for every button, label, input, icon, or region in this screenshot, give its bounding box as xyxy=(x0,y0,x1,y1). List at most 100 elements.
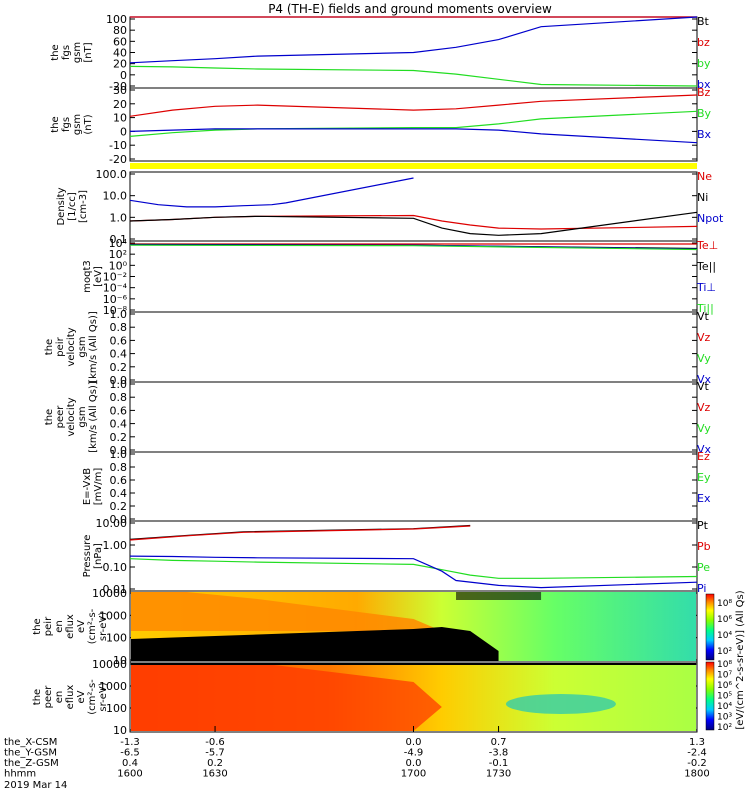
y-axis-label: [km/s (All Qs)] xyxy=(88,311,99,383)
x-tick-label: 0.0 xyxy=(406,758,422,769)
x-tick-label: 1630 xyxy=(202,769,227,780)
x-tick-label: -3.8 xyxy=(489,748,509,759)
y-tick-label: 0.2 xyxy=(110,431,128,444)
quality-flag-bar xyxy=(130,163,697,169)
y-axis-label: the xyxy=(50,116,61,132)
colorbar-tick-label: 10⁴ xyxy=(717,702,732,712)
x-tick-label: 1700 xyxy=(401,769,426,780)
y-tick-label: 10⁻² xyxy=(103,271,127,284)
y-axis-label: sr-eV) xyxy=(98,682,109,711)
y-axis-label: gsm xyxy=(72,42,83,63)
x-tick-label: 1800 xyxy=(684,769,709,780)
date-label: 2019 Mar 14 xyxy=(4,780,67,791)
legend-entry: Ey xyxy=(697,471,711,484)
colorbar-label: [eV/(cm^2-s-sr-eV)] (All Qs) xyxy=(735,590,746,729)
y-tick-label: 30 xyxy=(113,84,127,97)
legend-entry: Bx xyxy=(697,128,712,141)
x-tick-label: -5.7 xyxy=(205,748,225,759)
x-tick-label: 0.7 xyxy=(491,737,507,748)
panel-frame xyxy=(129,381,698,453)
legend-entry: Vx xyxy=(697,443,712,456)
x-axis-row-label: the_Y-GSM xyxy=(4,748,57,759)
series-line-Pi xyxy=(129,555,698,589)
colorbar-tick-label: 10⁸ xyxy=(717,599,732,609)
legend-entry: Npot xyxy=(697,212,724,225)
y-axis-label: en xyxy=(54,620,65,633)
y-tick-label: 0.8 xyxy=(110,461,128,474)
y-tick-label: 0.0 xyxy=(110,444,128,457)
y-tick-label: 60 xyxy=(113,35,127,48)
legend-entry: Bz xyxy=(697,86,711,99)
y-tick-label: 10.0 xyxy=(103,190,128,203)
y-tick-label: -10 xyxy=(109,139,127,152)
y-axis-label: (cm²-s- xyxy=(87,608,98,644)
x-tick-label: 1.3 xyxy=(689,737,705,748)
x-tick-label: -0.6 xyxy=(205,737,225,748)
x-tick-label: -0.2 xyxy=(687,758,707,769)
y-tick-label: 0.10 xyxy=(103,561,128,574)
y-tick-label: 1.0 xyxy=(110,308,128,321)
y-tick-label: 10000 xyxy=(92,587,127,600)
x-tick-label: -6.5 xyxy=(120,748,140,759)
x-tick-label: 0.2 xyxy=(207,758,223,769)
x-tick-label: 1730 xyxy=(486,769,511,780)
y-tick-label: 0.8 xyxy=(110,391,128,404)
colorbar-tick-label: 10² xyxy=(717,647,732,657)
y-tick-label: 0.8 xyxy=(110,321,128,334)
y-tick-label: 0.01 xyxy=(103,583,128,596)
y-axis-label: gsm xyxy=(77,406,88,427)
y-axis-label: [km/s (All Qs)] xyxy=(88,381,99,453)
colorbar-ion xyxy=(705,593,715,661)
y-tick-label: 10⁻⁸ xyxy=(103,304,128,317)
y-axis-label: gsm xyxy=(77,336,88,357)
legend-entry: Vy xyxy=(697,422,711,435)
panel-frame xyxy=(129,87,698,162)
panel-3: 100.0 10.0 1.0 0.1 Density [1/cc] [cm-3] Ne Ni Np… xyxy=(56,168,724,246)
y-tick-label: 0.0 xyxy=(110,374,128,387)
y-tick-label: 10.00 xyxy=(96,517,128,530)
y-tick-label: 1.0 xyxy=(110,378,128,391)
y-tick-label: 0 xyxy=(120,69,127,82)
y-tick-label: 0.1 xyxy=(110,233,128,246)
x-axis-row-label: hhmm xyxy=(4,769,36,780)
y-tick-label: 0 xyxy=(120,125,127,138)
y-axis-label: [eV] xyxy=(93,266,104,287)
colorbar-tick-label: 10⁴ xyxy=(717,631,732,641)
y-axis-label: peer xyxy=(43,685,54,709)
x-tick-label: 1600 xyxy=(117,769,142,780)
series-line-Pe xyxy=(129,558,698,579)
y-tick-label: 100.0 xyxy=(96,168,128,181)
legend-entry: Ti⊥ xyxy=(696,281,716,294)
series-line-Pt xyxy=(129,524,471,540)
colorbar-tick-label: 10⁸ xyxy=(717,660,732,670)
y-tick-label: 80 xyxy=(113,24,127,37)
legend-entry: Pi xyxy=(697,582,706,595)
x-axis-row-label: the_Z-GSM xyxy=(4,758,59,769)
y-axis-label: velocity xyxy=(66,327,77,366)
legend-entry: Vx xyxy=(697,373,712,386)
x-tick-label: 0.4 xyxy=(122,758,138,769)
y-tick-label: 1000 xyxy=(99,609,127,622)
y-axis-label: moqt3 xyxy=(82,260,93,293)
y-tick-label: 10 xyxy=(113,724,127,737)
legend-entry: Pt xyxy=(697,519,709,532)
legend-entry: Vt xyxy=(697,380,710,393)
panel-7: 1.00.80.60.40.20.0 E=-VxB [mV/m] Ez Ey Ex xyxy=(82,448,711,526)
legend-entry: Pb xyxy=(697,540,711,553)
panel-frame xyxy=(129,520,698,592)
y-tick-label: 0.2 xyxy=(110,500,128,513)
series-line-by xyxy=(129,65,698,87)
colorbar-tick-label: 10⁶ xyxy=(717,615,732,625)
y-tick-label: 10 xyxy=(113,654,127,667)
y-tick-label: 100 xyxy=(106,13,127,26)
series-line-Npot xyxy=(129,177,414,208)
y-tick-label: 10⁴ xyxy=(109,237,128,250)
legend-entry: Te⊥ xyxy=(696,239,718,252)
legend-entry: Bt xyxy=(697,15,710,28)
y-tick-label: 100 xyxy=(106,702,127,715)
x-tick-label: -4.9 xyxy=(404,748,424,759)
y-axis-label: (nT) xyxy=(83,114,94,134)
y-axis-label: the xyxy=(44,409,55,425)
x-tick-label: -1.3 xyxy=(120,737,140,748)
